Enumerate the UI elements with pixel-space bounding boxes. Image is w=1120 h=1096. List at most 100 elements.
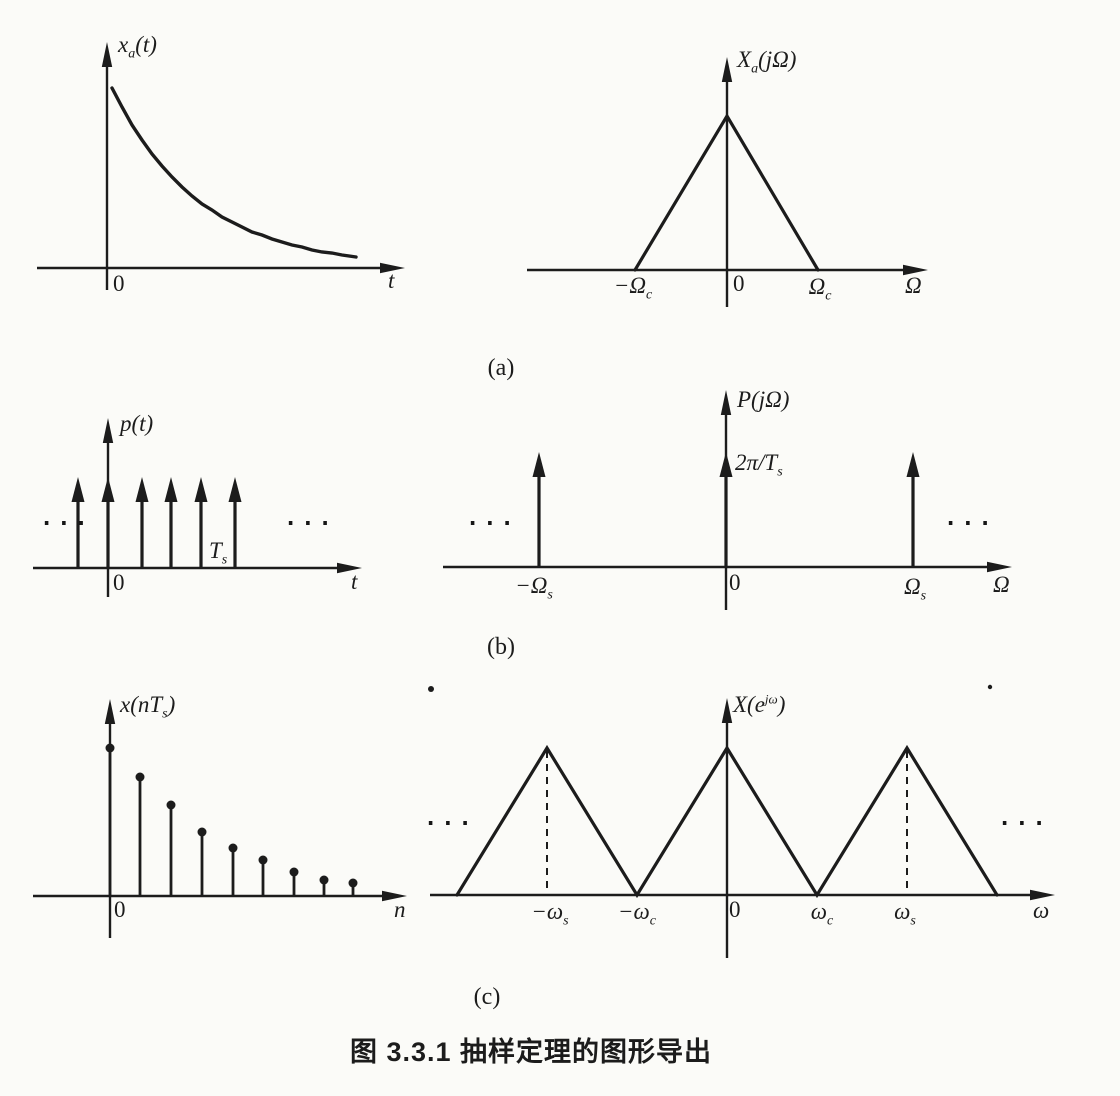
ylabel-p-t: p(t) <box>120 411 154 436</box>
ylabel-X-e-jomega: X(ejω) <box>733 692 785 717</box>
scan-speck <box>428 686 434 692</box>
b-right-impulse-arrowhead-icon <box>532 452 546 477</box>
c-left-y-axis-arrowhead-icon <box>104 699 116 724</box>
tick-neg-omega-s-c: −ωs <box>531 899 568 928</box>
ellipsis-right: ... <box>998 806 1050 831</box>
c-left-sample-dot <box>289 867 299 877</box>
tick-neg-omega-s: −Ωs <box>515 573 553 602</box>
label-sub: s <box>221 552 228 568</box>
tick-omega-c-c: ωc <box>810 899 833 928</box>
ellipsis-left: ... <box>424 806 476 831</box>
origin-label-a-right: 0 <box>733 271 745 296</box>
tick-neg-omega-c: −Ωc <box>613 273 652 302</box>
panel-caption-c: (c) <box>473 984 501 1010</box>
xlabel-Omega-a-right: Ω <box>905 273 922 298</box>
c-left-sample-dot <box>166 800 176 810</box>
a-right-y-axis-arrowhead-icon <box>721 57 733 82</box>
panel-caption-b: (b) <box>487 634 515 660</box>
label-base: −Ω <box>613 273 646 298</box>
ylabel-Xa-jOmega: Xa(jΩ) <box>737 47 797 76</box>
label-sub: a <box>751 61 759 77</box>
c-left-x-axis-arrowhead-icon <box>382 890 407 902</box>
tick-omega-s: Ωs <box>903 574 926 603</box>
label-base: ω <box>894 899 911 924</box>
label-sub: a <box>128 46 136 62</box>
a-left-exponential-curve <box>110 86 358 259</box>
b-left-impulse-arrowhead-icon <box>194 477 208 502</box>
c-right-periodic-spectrum <box>455 744 999 899</box>
a-right-spectrum-triangle <box>633 112 820 272</box>
b-left-y-axis-arrowhead-icon <box>102 418 114 443</box>
label-rest: (jΩ) <box>758 47 797 72</box>
label-sup: jω <box>764 691 778 707</box>
label-base: Ω <box>808 274 826 299</box>
c-left-sample-dot <box>258 855 268 865</box>
label-sub: c <box>825 288 832 304</box>
figure-caption: 图 3.3.1 抽样定理的图形导出 <box>349 1037 713 1067</box>
ellipsis-right: ... <box>284 506 336 531</box>
label-base: −Ω <box>515 573 548 598</box>
c-right-x-axis-arrowhead-icon <box>1030 889 1055 901</box>
ylabel-x-nTs: x(nTs) <box>120 692 176 721</box>
label-base: T <box>209 538 222 563</box>
ylabel-xa-t: xa(t) <box>118 32 157 61</box>
a-left-y-axis-arrowhead-icon <box>101 42 113 67</box>
tick-omega-c: Ωc <box>808 274 832 303</box>
label-base: X(e <box>733 692 765 717</box>
a-right-x-axis-arrowhead-icon <box>903 264 928 276</box>
label-sub: c <box>645 287 653 303</box>
a-left-x-axis-arrowhead-icon <box>380 262 405 274</box>
label-base: −ω <box>618 899 650 924</box>
label-base: Ω <box>903 574 921 599</box>
label-sub: s <box>547 587 553 603</box>
label-sub: s <box>777 464 783 480</box>
label-rest: ) <box>167 692 176 717</box>
label-sub: s <box>910 913 916 929</box>
xlabel-t-b-left: t <box>351 569 358 594</box>
scan-speck <box>987 684 993 690</box>
label-sub: c <box>827 913 834 929</box>
c-left-sample-dot <box>319 875 329 885</box>
c-left-sample-dot <box>228 843 238 853</box>
label-rest: ) <box>777 692 786 717</box>
b-right-y-axis-arrowhead-icon <box>720 390 732 415</box>
xlabel-n: n <box>394 897 406 922</box>
period-label-Ts: Ts <box>209 538 227 567</box>
b-left-impulse-arrowhead-icon <box>71 477 85 502</box>
origin-label-c-left: 0 <box>114 897 126 922</box>
tick-neg-omega-c-c: −ωc <box>618 899 656 928</box>
b-right-impulse-arrowhead-icon <box>719 452 733 477</box>
label-sub: s <box>162 706 168 722</box>
c-left-sample-dot <box>105 743 115 753</box>
b-left-impulse-arrowhead-icon <box>228 477 242 502</box>
b-right-x-axis-arrowhead-icon <box>987 561 1012 573</box>
b-left-impulse-arrowhead-icon <box>135 477 149 502</box>
label-sub: c <box>649 913 656 929</box>
label-base: x <box>118 32 129 57</box>
origin-label-b-right: 0 <box>729 570 741 595</box>
ylabel-P-jOmega: P(jΩ) <box>737 387 790 412</box>
ellipsis-right: ... <box>944 506 996 531</box>
amplitude-label-2pi-over-Ts: 2π/Ts <box>735 450 783 479</box>
label-base: X <box>737 47 752 72</box>
xlabel-Omega-b-right: Ω <box>993 572 1010 597</box>
b-right-impulse-arrowhead-icon <box>906 452 920 477</box>
label-rest: (t) <box>135 32 157 57</box>
origin-label-c-right: 0 <box>729 897 741 922</box>
b-left-impulse-arrowhead-icon <box>101 477 115 502</box>
label-sub: s <box>563 913 569 929</box>
label-base: x(nT <box>120 692 163 717</box>
ellipsis-left: ... <box>466 506 518 531</box>
label-base: −ω <box>531 899 564 924</box>
c-left-sample-dot <box>348 878 358 888</box>
b-left-impulse-arrowhead-icon <box>164 477 178 502</box>
ellipsis-left: ... <box>40 506 92 531</box>
panel-caption-a: (a) <box>487 355 515 381</box>
label-base: 2π/T <box>735 450 778 475</box>
c-left-sample-dot <box>135 772 145 782</box>
origin-label-a-left: 0 <box>113 271 125 296</box>
label-base: ω <box>810 899 828 924</box>
tick-omega-s-c: ωs <box>894 899 916 928</box>
